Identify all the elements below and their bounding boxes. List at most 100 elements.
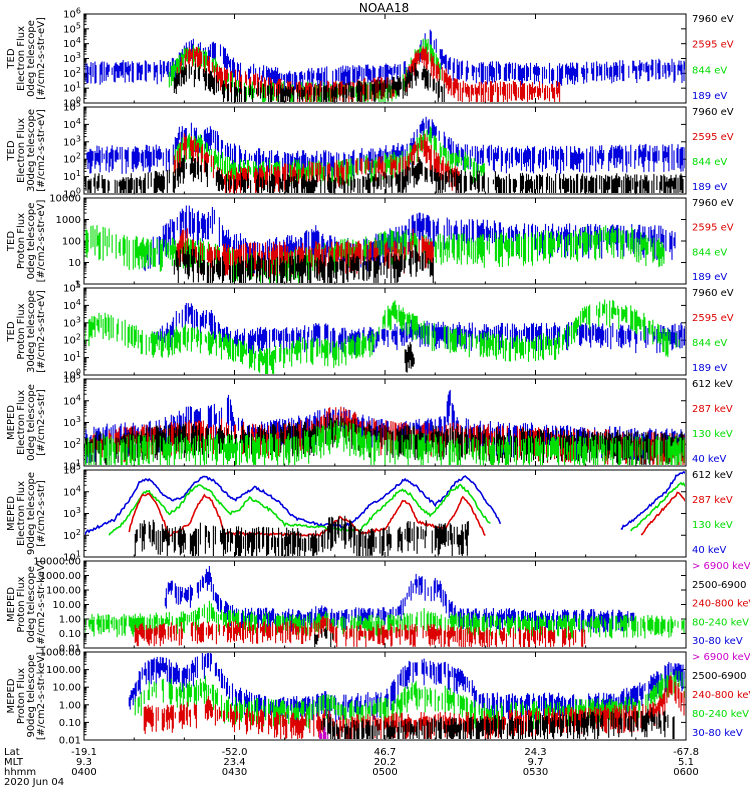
legend-entry: 240-800 keV (692, 599, 750, 610)
y-tick-exponent: 0 (76, 368, 81, 377)
y-axis-label-line: [#/cm2-s-str-eV] (36, 17, 47, 100)
legend-entry: 7960 eV (692, 288, 734, 299)
x-tick-label-hhmm: 0430 (222, 767, 247, 778)
y-axis-label-line: 30deg telescope (26, 109, 37, 192)
legend-entry: 240-800 keV (692, 690, 750, 701)
series-blue (620, 471, 685, 531)
legend-entry: 2595 eV (692, 223, 734, 234)
y-tick-exponent: 4 (76, 36, 81, 45)
legend-entry: 80-240 keV (692, 617, 749, 628)
y-tick-label: 104 (63, 36, 81, 50)
data-layer (85, 29, 685, 102)
y-tick-label: 0.10 (59, 629, 81, 640)
y-tick-exponent: 0 (76, 96, 81, 105)
series-black (404, 342, 415, 373)
y-tick-exponent: 1 (76, 81, 81, 90)
y-axis-label-line: MEPED (6, 587, 17, 622)
legend-entry: 2595 eV (692, 132, 734, 143)
y-tick-exponent: 2 (76, 66, 81, 75)
y-tick-label: 10.00 (52, 683, 81, 694)
y-axis-label-line: Electron Flux (16, 118, 27, 183)
y-axis-label-line: Proton Flux (16, 213, 27, 269)
y-axis-label-line: 30deg telescope (26, 290, 37, 373)
x-row-label-lat: Lat (4, 747, 20, 758)
y-tick-label: 103 (63, 415, 81, 429)
x-tick-label-lat: -52.0 (222, 747, 248, 758)
y-axis-label: TEDElectron Flux30deg telescope[#/cm2-s-… (6, 109, 47, 192)
y-tick-label: 10 (68, 258, 81, 269)
y-axis-label-line: 0deg telescope (26, 203, 37, 280)
y-tick-exponent: 5 (76, 372, 81, 381)
y-tick-label: 102 (63, 66, 81, 80)
y-tick-exponent: 4 (76, 484, 81, 493)
legend-entry: 189 eV (692, 91, 727, 102)
y-axis-label-line: [#/cm2-s-str] (36, 389, 47, 456)
legend-entry: > 6900 keV (692, 561, 750, 572)
y-tick-label: 105 (63, 281, 81, 295)
y-tick-label: 101 (63, 350, 81, 364)
data-layer (85, 116, 685, 193)
y-tick-label: 105 (63, 100, 81, 114)
y-tick-exponent: 3 (76, 315, 81, 324)
y-tick-label: 1000.00 (40, 571, 81, 582)
y-axis-label-line: 0deg telescope (26, 20, 37, 97)
y-axis-label-line: Electron Flux (16, 481, 27, 546)
legend-entry: 189 eV (692, 363, 727, 374)
x-tick-label-hhmm: 0400 (71, 767, 96, 778)
series-black (173, 63, 445, 102)
series-black (134, 515, 469, 556)
y-tick-label: 102 (63, 152, 81, 166)
y-axis-label-line: MEPED (6, 405, 17, 440)
data-layer (128, 653, 685, 739)
y-tick-label: 1.00 (59, 700, 81, 711)
legend-entry: 40 keV (692, 545, 726, 556)
y-tick-exponent: 1 (76, 459, 81, 468)
y-axis-label-line: MEPED (6, 678, 17, 713)
y-tick-exponent: 4 (76, 298, 81, 307)
legend-entry: 2500-6900 (692, 580, 747, 591)
y-axis-label-line: [#/cm2-s-str-eV] (36, 109, 47, 192)
y-tick-exponent: 1 (76, 169, 81, 178)
date-label: 2020 Jun 04 (4, 777, 64, 788)
y-axis-label-line: 90deg telescope (26, 472, 37, 555)
y-axis-label: MEPEDProton Flux90deg telescope[#/cm2-s-… (6, 652, 47, 740)
y-axis-label-line: Proton Flux (16, 576, 27, 632)
y-tick-label: 101 (63, 81, 81, 95)
y-tick-label: 100.00 (46, 665, 81, 676)
legend-entry: 7960 eV (692, 107, 734, 118)
data-layer (85, 205, 676, 283)
figure-title: NOAA18 (359, 1, 409, 15)
legend-entry: 130 keV (692, 520, 733, 531)
series-red (640, 491, 685, 536)
y-axis-label-line: Proton Flux (16, 668, 27, 724)
x-row-label-hhmm: hhmm (4, 767, 36, 778)
y-tick-exponent: 2 (76, 437, 81, 446)
y-tick-exponent: 1 (76, 550, 81, 559)
x-tick-label-mlt: 23.4 (223, 757, 245, 768)
series-magenta (319, 727, 329, 739)
x-tick-label-lat: 24.3 (524, 747, 546, 758)
y-axis-label-line: [#/cm2-s-str-keV] (36, 652, 47, 740)
legend-entry: 287 keV (692, 404, 733, 415)
y-tick-label: 0.10 (59, 718, 81, 729)
y-tick-exponent: 4 (76, 393, 81, 402)
y-axis-label-line: TED (6, 321, 17, 342)
series-black (173, 244, 434, 283)
y-tick-exponent: 2 (76, 333, 81, 342)
y-tick-exponent: 1 (76, 350, 81, 359)
y-axis-label-line: MEPED (6, 496, 17, 531)
legend-entry: 2595 eV (692, 40, 734, 51)
y-axis-label: MEPEDProton Flux0deg telescope[#/cm2-s-s… (6, 560, 47, 648)
y-tick-label: 1.00 (59, 615, 81, 626)
x-tick-label-lat: -67.8 (673, 747, 699, 758)
legend-entry: 40 keV (692, 454, 726, 465)
legend-entry: 844 eV (692, 247, 727, 258)
panel-p8: 0.010.101.0010.00100.001000.00MEPEDProto… (6, 648, 750, 747)
legend-entry: 7960 eV (692, 14, 734, 25)
